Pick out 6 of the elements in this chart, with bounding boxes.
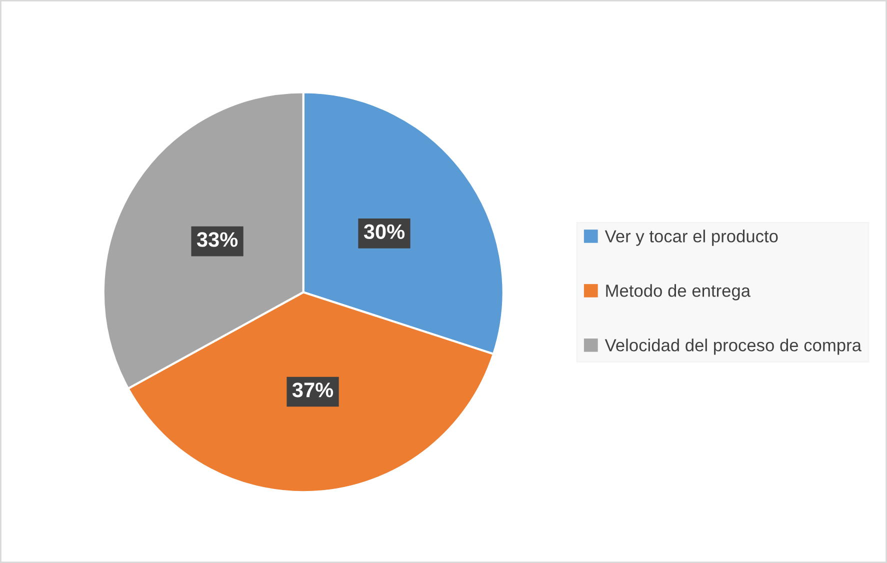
data-label: 30% [364, 224, 405, 240]
data-label: 37% [292, 382, 334, 398]
data-label: 33% [196, 232, 238, 247]
legend-label: Ver y tocar el producto [604, 230, 778, 246]
legend-label: Velocidad del proceso de compra [604, 338, 862, 355]
legend-label: Metodo de entrega [606, 284, 751, 300]
